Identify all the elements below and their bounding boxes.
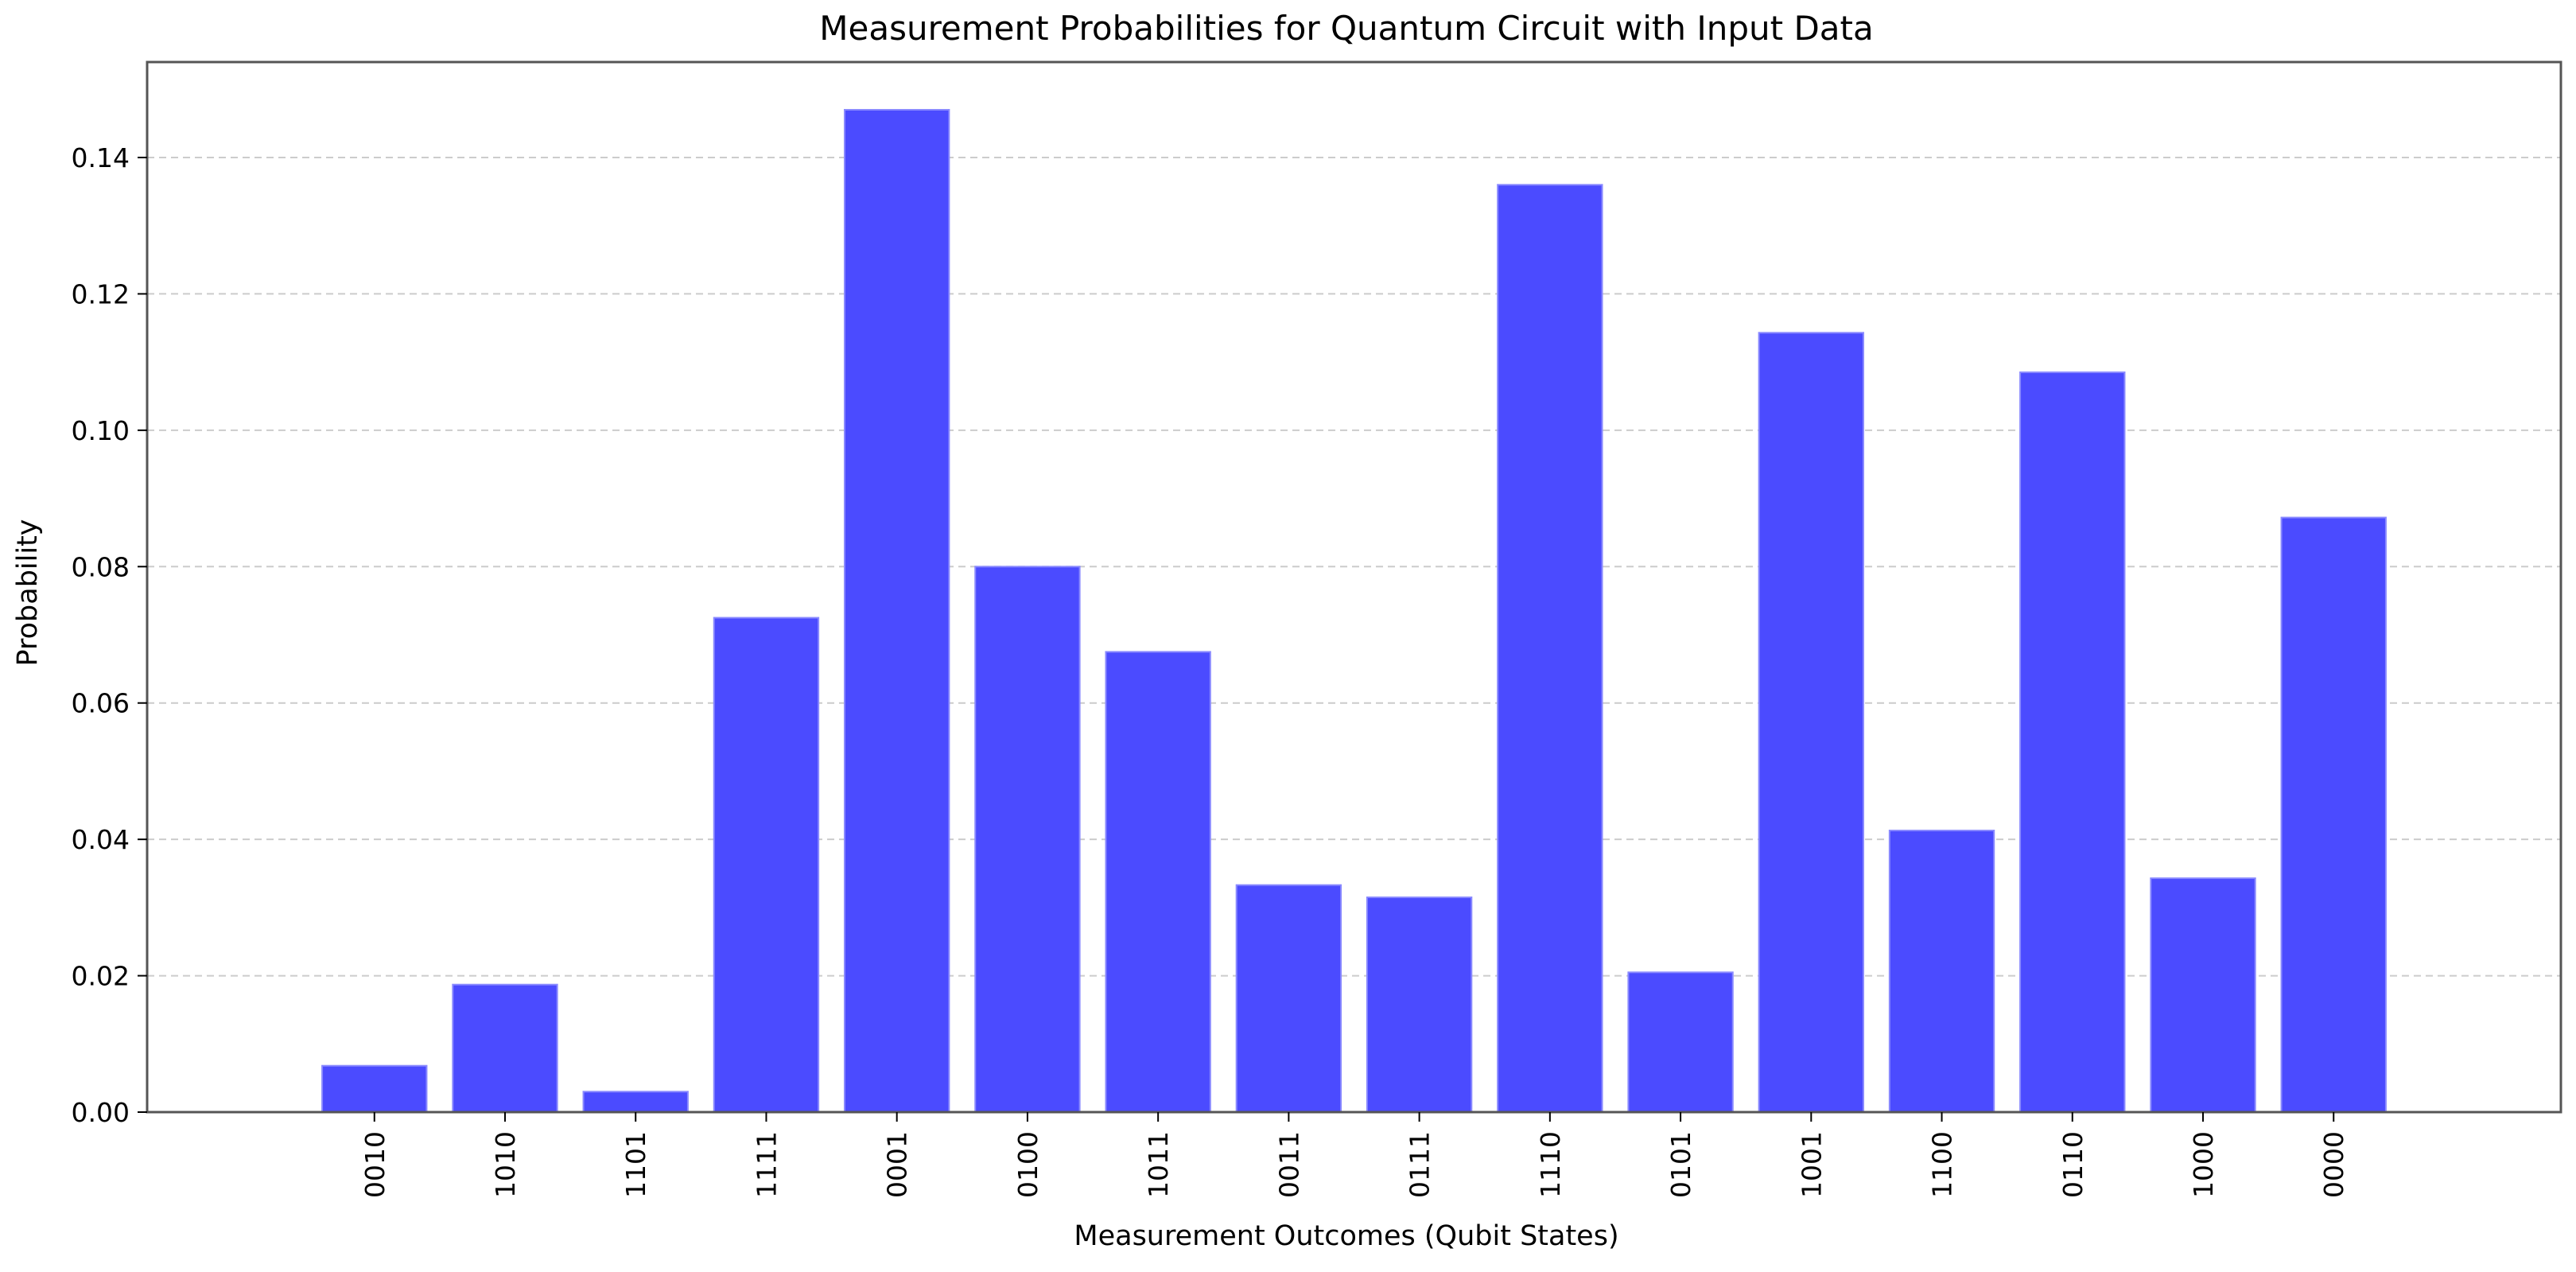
bar — [321, 1064, 428, 1113]
x-tick-label: 1111 — [751, 1131, 782, 1198]
bar — [1497, 184, 1603, 1113]
x-tick-label: 1010 — [490, 1131, 521, 1198]
y-tick-label: 0.06 — [72, 688, 130, 719]
grid-lines — [147, 157, 2561, 977]
x-tick-label: 1110 — [1535, 1131, 1566, 1198]
x-tick-label: 0001 — [882, 1131, 913, 1198]
y-tick-label: 0.02 — [72, 961, 130, 992]
bar — [1758, 332, 1865, 1113]
bar — [974, 566, 1081, 1113]
x-tick-label: 1011 — [1143, 1131, 1174, 1198]
y-axis-ticks: 0.00 0.02 0.04 0.06 0.08 0.10 0.12 0.14 — [72, 142, 147, 1128]
x-tick-label: 0100 — [1012, 1131, 1043, 1198]
bar — [2150, 877, 2256, 1113]
plot-frame — [146, 60, 2562, 1114]
bars — [321, 109, 2387, 1114]
x-tick-label: 1000 — [2188, 1131, 2219, 1198]
x-tick-label: 1001 — [1796, 1131, 1827, 1198]
bar — [1235, 884, 1342, 1113]
chart-title: Measurement Probabilities for Quantum Ci… — [819, 9, 1873, 48]
x-tick-label: 1100 — [1927, 1131, 1958, 1198]
x-axis-label: Measurement Outcomes (Qubit States) — [1074, 1220, 1618, 1252]
y-tick-label: 0.08 — [72, 551, 130, 582]
y-tick-label: 0.00 — [72, 1097, 130, 1128]
x-tick-label: 0101 — [1665, 1131, 1696, 1198]
bar — [1627, 971, 1734, 1114]
y-tick-label: 0.10 — [72, 415, 130, 446]
x-tick-label: 0110 — [2057, 1131, 2088, 1198]
y-tick-label: 0.04 — [72, 824, 130, 855]
bar — [582, 1091, 689, 1114]
bar — [1888, 830, 1995, 1113]
bar — [452, 983, 558, 1113]
x-tick-label: 0010 — [359, 1131, 390, 1198]
bar — [843, 109, 950, 1113]
x-tick-label: 0000 — [2318, 1131, 2349, 1198]
y-axis-label: Probability — [12, 519, 44, 666]
bar — [1366, 897, 1473, 1113]
bar — [2280, 516, 2387, 1113]
x-tick-label: 0111 — [1405, 1131, 1436, 1198]
y-tick-label: 0.14 — [72, 142, 130, 173]
x-tick-label: 1101 — [620, 1131, 651, 1198]
x-axis-ticks: 0010 1010 1101 1111 0001 0100 1011 0011 0111 1110… — [359, 1112, 2349, 1198]
bar — [2019, 371, 2126, 1113]
bar — [1105, 651, 1211, 1113]
y-tick-label: 0.12 — [72, 278, 130, 309]
bar — [713, 617, 820, 1113]
axes-frame — [146, 60, 2562, 1114]
x-tick-label: 0011 — [1273, 1131, 1304, 1198]
